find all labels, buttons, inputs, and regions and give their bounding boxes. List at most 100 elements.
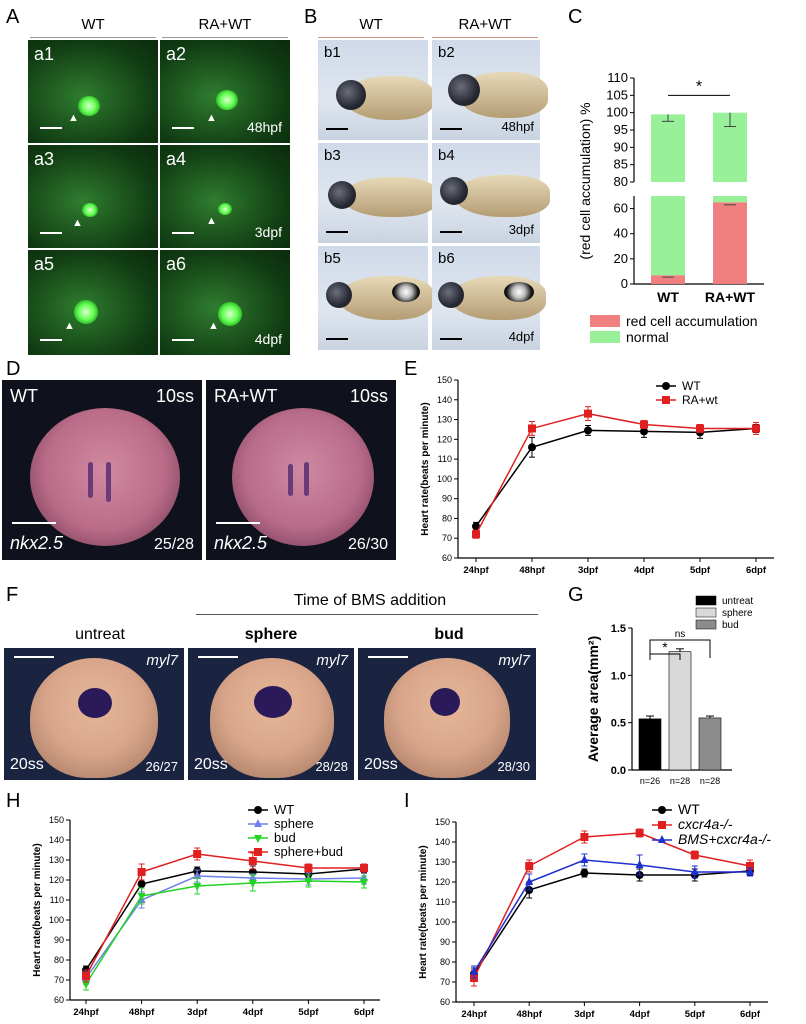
data-point: [470, 967, 478, 975]
data-point: [580, 869, 589, 877]
legend-label: WT: [682, 379, 701, 393]
d-image-ra: RA+WT 10ss nkx2.5 26/30: [206, 380, 396, 560]
data-point: [82, 972, 90, 980]
significance-mark: *: [696, 78, 702, 95]
tile-label: a4: [166, 149, 187, 169]
data-point: [690, 851, 699, 859]
series-line: [85, 875, 365, 979]
y-tick-label: 60: [442, 553, 452, 563]
data-point: [304, 878, 313, 886]
chart-i: 60 70 80 90 100 110 120 130 140 150 24hpf 48hpf 3dpf…: [418, 801, 771, 1020]
scale-bar: [326, 338, 348, 340]
tile-b6: b6 4dpf: [432, 246, 546, 350]
legend-label: WT: [274, 802, 294, 817]
data-point: [525, 877, 534, 885]
data-point: [82, 981, 90, 989]
y-tick-label: 80: [54, 955, 64, 965]
x-tick-label: 5dpf: [685, 1009, 706, 1020]
x-tick-label: 24hpf: [73, 1007, 99, 1018]
legend-label: BMS+cxcr4a-/-: [678, 831, 771, 847]
y-tick-label: 110: [436, 897, 450, 907]
significance-mark: *: [662, 639, 668, 655]
scale-bar: [326, 231, 348, 233]
group-label: RA+WT: [214, 386, 278, 406]
bms-header-line: [196, 614, 538, 615]
bms-header: Time of BMS addition: [293, 592, 447, 609]
panel-label-a: A: [6, 6, 20, 28]
bar-normal-lower: [713, 196, 747, 203]
title-untreat: untreat: [75, 626, 125, 643]
arrowhead-icon: ▲: [206, 112, 217, 124]
panel-label-e: E: [404, 358, 418, 380]
legend-marker: [658, 821, 666, 829]
data-point: [304, 864, 313, 872]
count-label: 28/28: [315, 759, 348, 774]
data-point: [635, 860, 644, 868]
legend-swatch: [695, 619, 717, 630]
data-point: [528, 424, 536, 433]
tile-a4: a4 3dpf ▲: [160, 145, 290, 248]
count-label: 25/28: [153, 536, 194, 553]
time-label: 48hpf: [246, 119, 282, 135]
legend-marker: [254, 835, 262, 843]
y-tick-label: 60: [54, 995, 64, 1005]
x-tick-label: 4dpf: [243, 1007, 264, 1018]
data-point: [752, 424, 760, 433]
time-label: 48hpf: [501, 119, 534, 134]
chart-g: 0.0 0.5 1.0 1.5 Average area(mm²) n=26 n=28 n=2…: [585, 595, 753, 786]
larva-eye: [448, 74, 480, 106]
heart-signal: [218, 203, 232, 215]
y-tick-label: 130: [49, 855, 64, 865]
scale-bar: [198, 656, 238, 658]
time-label: 4dpf: [508, 329, 534, 344]
y-tick-label: 0.5: [611, 718, 626, 730]
scale-bar: [368, 656, 408, 658]
legend-label: bud: [722, 620, 739, 631]
tile-label: b6: [438, 250, 455, 267]
scale-bar: [40, 232, 62, 234]
legend-marker: [254, 819, 262, 827]
y-tick-label: 100: [49, 915, 64, 925]
y-axis-label: Heart rate(beats per minute): [420, 402, 431, 535]
legend-label: normal: [626, 329, 669, 345]
y-tick-label: 105: [606, 87, 628, 102]
tile-a6: a6 4dpf ▲: [160, 250, 290, 355]
data-point: [137, 868, 146, 876]
tile-b5: b5: [318, 246, 434, 350]
f-image-bud: myl7 20ss 28/30: [358, 648, 536, 780]
legend-label: cxcr4a-/-: [678, 816, 733, 832]
stage-label: 20ss: [10, 756, 44, 773]
embryo: [210, 658, 334, 778]
data-point: [640, 427, 648, 436]
x-tick-label: 48hpf: [517, 1009, 543, 1020]
tile-label: a5: [34, 254, 55, 274]
panel-label-h: H: [6, 790, 21, 812]
heart-signal: [78, 96, 100, 116]
legend-label: sphere+bud: [274, 844, 343, 859]
x-tick-label: 3dpf: [574, 1009, 595, 1020]
series-line: [475, 427, 757, 527]
y-tick-label: 80: [440, 957, 450, 967]
title-bud: bud: [434, 626, 464, 643]
tile-label: b2: [438, 44, 455, 61]
data-point: [193, 850, 202, 858]
y-axis-label: (red cell accumulation) %: [577, 102, 593, 259]
legend-marker: [254, 848, 262, 856]
legend-label: WT: [678, 801, 700, 817]
x-tick-label: 24hpf: [463, 565, 489, 576]
tile-label: b1: [324, 44, 341, 61]
data-point: [472, 522, 480, 531]
x-tick-label: WT: [657, 289, 679, 305]
heart-signal: [218, 302, 242, 326]
y-tick-label: 90: [440, 937, 450, 947]
heart-signal: [216, 90, 238, 110]
y-axis-label: Heart rate(beats per minute): [418, 845, 429, 978]
y-tick-label: 1.0: [611, 670, 626, 682]
x-tick-label: 6dpf: [746, 565, 767, 576]
embryo: [384, 658, 510, 778]
larva-eye: [438, 282, 464, 308]
n-label: n=28: [670, 776, 690, 786]
x-tick-label: 5dpf: [298, 1007, 319, 1018]
chart-c: 80 85 90 95 100 105 110 0 20 40 60 (red cell accumu…: [577, 70, 764, 345]
stage-label: 20ss: [364, 756, 398, 773]
